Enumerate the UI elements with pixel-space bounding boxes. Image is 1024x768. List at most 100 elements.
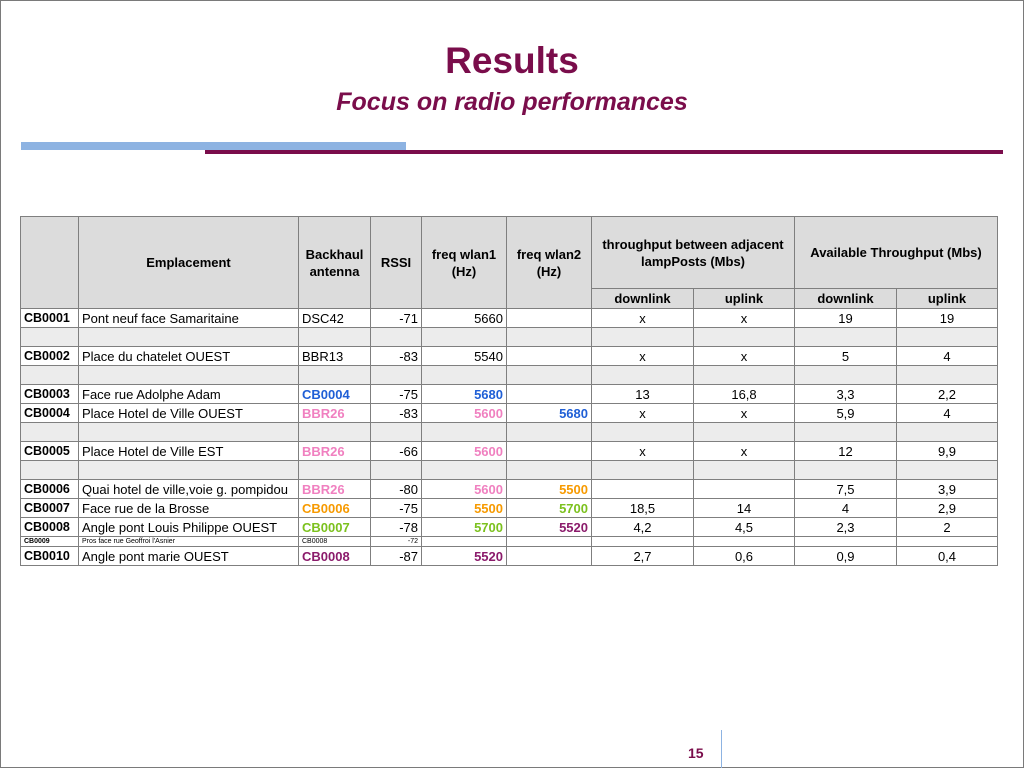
page-number: 15 (688, 745, 704, 761)
cell-adj-up (693, 479, 795, 499)
cell-adj-down (591, 479, 694, 499)
cell-adj-down: 13 (591, 384, 694, 404)
header-adjacent-throughput: throughput between adjacent lampPosts (M… (591, 216, 795, 289)
cell-adj-up: 16,8 (693, 384, 795, 404)
cell-adj-up: 0,6 (693, 546, 795, 566)
header-wlan1: freq wlan1 (Hz) (421, 216, 507, 309)
cell-avail-down: 4 (794, 498, 897, 518)
cell-adj-up: x (693, 441, 795, 461)
cell-adj-down: x (591, 441, 694, 461)
cell-wlan2 (506, 441, 592, 461)
cell-adj-up: x (693, 346, 795, 366)
cell-id: CB0003 (20, 384, 79, 404)
cell-avail-down (794, 536, 897, 547)
cell-wlan1: 5680 (421, 384, 507, 404)
cell-place: Angle pont Louis Philippe OUEST (78, 517, 299, 537)
cell-wlan1: 5540 (421, 346, 507, 366)
cell-backhaul: BBR26 (298, 441, 371, 461)
cell-adj-down: x (591, 308, 694, 328)
cell-avail-up: 2 (896, 517, 998, 537)
cell-wlan2 (506, 346, 592, 366)
cell-rssi: -71 (370, 308, 422, 328)
cell-adj-down: x (591, 403, 694, 423)
cell-place: Angle pont marie OUEST (78, 546, 299, 566)
cell-wlan2: 5520 (506, 517, 592, 537)
cell-wlan2 (506, 536, 592, 547)
cell-avail-up: 19 (896, 308, 998, 328)
cell-avail-down: 0,9 (794, 546, 897, 566)
cell-avail-up: 4 (896, 403, 998, 423)
cell-place: Place Hotel de Ville OUEST (78, 403, 299, 423)
cell-id: CB0010 (20, 546, 79, 566)
cell-place: Place du chatelet OUEST (78, 346, 299, 366)
cell-wlan1 (421, 536, 507, 547)
header-emplacement: Emplacement (78, 216, 299, 309)
slide-subtitle: Focus on radio performances (336, 88, 688, 116)
cell-wlan1: 5600 (421, 441, 507, 461)
cell-backhaul: CB0007 (298, 517, 371, 537)
cell-id: CB0001 (20, 308, 79, 328)
table-row: CB0002 Place du chatelet OUEST BBR13 -83… (20, 346, 998, 366)
cell-avail-up: 4 (896, 346, 998, 366)
cell-avail-down: 19 (794, 308, 897, 328)
cell-backhaul: CB0004 (298, 384, 371, 404)
cell-backhaul: BBR13 (298, 346, 371, 366)
cell-wlan2 (506, 308, 592, 328)
cell-wlan2 (506, 384, 592, 404)
spacer-row (20, 327, 998, 347)
cell-adj-up: x (693, 403, 795, 423)
cell-backhaul: BBR26 (298, 479, 371, 499)
cell-rssi: -66 (370, 441, 422, 461)
cell-place: Face rue de la Brosse (78, 498, 299, 518)
cell-avail-down: 5 (794, 346, 897, 366)
cell-wlan1: 5700 (421, 517, 507, 537)
header-available-throughput: Available Throughput (Mbs) (794, 216, 998, 289)
cell-backhaul: BBR26 (298, 403, 371, 423)
results-table: Emplacement Backhaul antenna RSSI freq w… (20, 216, 998, 566)
cell-adj-up: 14 (693, 498, 795, 518)
accent-bar-blue (21, 142, 406, 150)
table-row: CB0004 Place Hotel de Ville OUEST BBR26 … (20, 403, 998, 423)
cell-adj-down: 4,2 (591, 517, 694, 537)
header-rssi: RSSI (370, 216, 422, 309)
table-row: CB0003 Face rue Adolphe Adam CB0004 -75 … (20, 384, 998, 404)
cell-wlan2: 5700 (506, 498, 592, 518)
cell-wlan1: 5600 (421, 479, 507, 499)
footer-divider (721, 730, 722, 768)
cell-rssi: -80 (370, 479, 422, 499)
header-backhaul: Backhaul antenna (298, 216, 371, 309)
cell-adj-down: x (591, 346, 694, 366)
cell-avail-up: 2,2 (896, 384, 998, 404)
results-table-container: Emplacement Backhaul antenna RSSI freq w… (20, 216, 998, 566)
cell-avail-down: 3,3 (794, 384, 897, 404)
cell-avail-down: 5,9 (794, 403, 897, 423)
cell-wlan2 (506, 546, 592, 566)
cell-place: Quai hotel de ville,voie g. pompidou (78, 479, 299, 499)
cell-backhaul: CB0006 (298, 498, 371, 518)
cell-adj-down: 18,5 (591, 498, 694, 518)
table-row: CB0008 Angle pont Louis Philippe OUEST C… (20, 517, 998, 537)
cell-wlan1: 5600 (421, 403, 507, 423)
cell-wlan2: 5680 (506, 403, 592, 423)
spacer-row (20, 422, 998, 442)
cell-wlan1: 5520 (421, 546, 507, 566)
cell-place: Pont neuf face Samaritaine (78, 308, 299, 328)
cell-place: Pros face rue Geoffroi l'Asnier (78, 536, 299, 547)
cell-adj-up: 4,5 (693, 517, 795, 537)
header-id (20, 216, 79, 309)
cell-backhaul: CB0008 (298, 546, 371, 566)
table-row: CB0005 Place Hotel de Ville EST BBR26 -6… (20, 441, 998, 461)
header-wlan2: freq wlan2 (Hz) (506, 216, 592, 309)
cell-avail-down: 12 (794, 441, 897, 461)
cell-adj-down: 2,7 (591, 546, 694, 566)
cell-avail-up: 2,9 (896, 498, 998, 518)
cell-avail-up (896, 536, 998, 547)
cell-wlan1: 5500 (421, 498, 507, 518)
cell-avail-down: 2,3 (794, 517, 897, 537)
slide-title: Results (445, 40, 579, 81)
cell-rssi: -83 (370, 403, 422, 423)
header-avail-downlink: downlink (794, 288, 897, 309)
cell-avail-up: 9,9 (896, 441, 998, 461)
cell-avail-up: 3,9 (896, 479, 998, 499)
header-avail-uplink: uplink (896, 288, 998, 309)
